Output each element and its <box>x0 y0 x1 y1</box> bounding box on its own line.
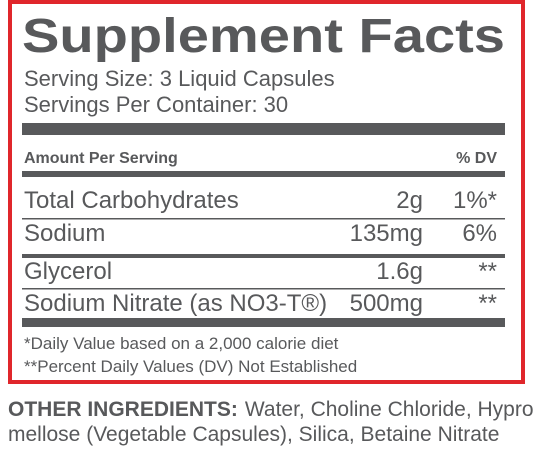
header-amount: Amount Per Serving <box>24 150 178 167</box>
divider-thin <box>22 288 505 290</box>
footnote: *Daily Value based on a 2,000 calorie di… <box>24 334 339 353</box>
row-name: Total Carbohydrates <box>24 187 239 214</box>
row-name: Sodium Nitrate (as NO3-T®) <box>24 290 327 317</box>
row-amount: 1.6g <box>376 258 423 285</box>
row-name: Sodium <box>24 220 105 247</box>
row-dv: ** <box>478 258 497 285</box>
serving-size: Serving Size: 3 Liquid Capsules <box>24 66 335 91</box>
divider-thick <box>22 171 505 177</box>
row-amount: 500mg <box>350 290 423 317</box>
other-label: OTHER INGREDIENTS: <box>8 398 238 421</box>
row-dv: ** <box>478 290 497 317</box>
header-dv: % DV <box>456 150 497 167</box>
row-name: Glycerol <box>24 258 112 285</box>
divider-bar <box>22 123 505 135</box>
other-line: mellose (Vegetable Capsules), Silica, Be… <box>8 423 499 446</box>
divider-thin <box>22 218 505 220</box>
row-amount: 135mg <box>350 220 423 247</box>
footnote: **Percent Daily Values (DV) Not Establis… <box>24 357 357 376</box>
servings-per-container: Servings Per Container: 30 <box>24 92 288 117</box>
row-dv: 6% <box>462 220 497 247</box>
red-border <box>8 0 525 384</box>
title: Supplement Facts <box>22 10 505 63</box>
other-line: Water, Choline Chloride, Hypro- <box>245 398 533 421</box>
divider-medium <box>22 254 505 258</box>
other-ingredients: OTHER INGREDIENTS: Water, Choline Chlorid… <box>8 398 533 421</box>
row-amount: 2g <box>396 187 423 214</box>
row-dv: 1%* <box>453 187 497 214</box>
divider-bar <box>22 318 505 327</box>
